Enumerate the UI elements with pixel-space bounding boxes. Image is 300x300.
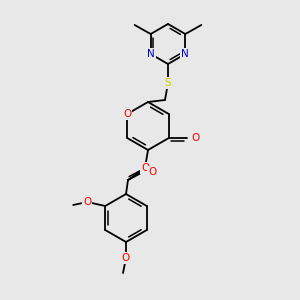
Text: O: O [141, 163, 149, 173]
Text: O: O [122, 253, 130, 263]
Text: O: O [192, 133, 200, 143]
Text: N: N [182, 49, 189, 59]
Text: O: O [83, 197, 91, 207]
Text: N: N [147, 49, 154, 59]
Text: S: S [165, 78, 171, 88]
Text: O: O [148, 167, 156, 177]
Text: O: O [123, 109, 131, 119]
